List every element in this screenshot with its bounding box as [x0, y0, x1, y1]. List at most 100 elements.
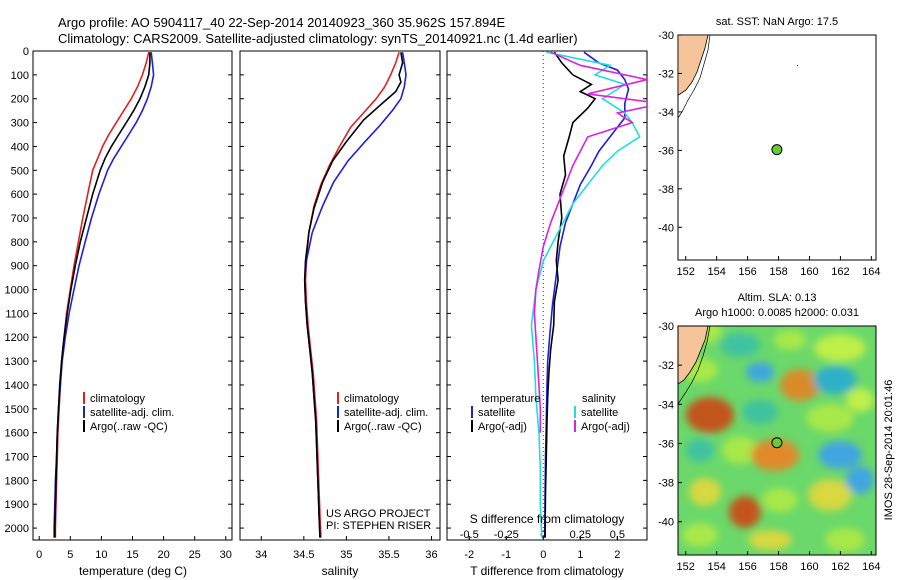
sla-anomaly-patch	[686, 397, 734, 433]
sla-anomaly-patch	[686, 438, 714, 462]
sla-anomaly-patch	[682, 523, 718, 547]
header-line-2: Climatology: CARS2009. Satellite-adjuste…	[58, 31, 578, 46]
series-line-argo-adj-s	[533, 51, 647, 433]
legend-label: Argo(-adj)	[581, 421, 630, 433]
sla-map-axes: 152 154 156 158 160 162 164 -30 -32 -34 -36 -38 -40	[658, 321, 880, 573]
sla-anomaly-patch	[780, 369, 820, 401]
legend-label: satellite-adj. clim.	[90, 407, 174, 419]
map-x-tick-label: 160	[800, 266, 818, 278]
map-x-tick-label: 152	[677, 561, 695, 573]
x-tick-label: 2	[614, 549, 620, 561]
salinity-profiles	[303, 51, 407, 538]
x-tick-label: 5	[67, 549, 73, 561]
depth-tick-label: 1700	[5, 452, 29, 464]
map-x-tick-label: 162	[831, 266, 849, 278]
temperature-axes-frame	[32, 50, 233, 541]
x-tick-label: 35	[340, 549, 352, 561]
sla-map-frame	[677, 325, 877, 556]
island-marker: ·	[796, 60, 799, 70]
legend-header-temperature: temperature	[481, 393, 540, 405]
depth-tick-label: 2000	[5, 523, 29, 535]
project-credit: US ARGO PROJECT	[326, 508, 431, 520]
sla-anomaly-patch	[720, 333, 760, 357]
legend-label: satellite-adj. clim.	[344, 407, 428, 419]
coastline-land	[678, 326, 709, 385]
series-line-satellite-s	[530, 51, 641, 538]
pi-credit: PI: STEPHEN RISER	[326, 520, 431, 532]
legend-label: climatology	[90, 393, 146, 405]
legend-label: satellite	[581, 407, 618, 419]
depth-tick-label: 1900	[5, 499, 29, 511]
x-tick-label: 36	[425, 549, 437, 561]
depth-tick-label: 1800	[5, 475, 29, 487]
legend-label: satellite	[478, 407, 515, 419]
sla-anomaly-patch	[748, 530, 792, 550]
x-tick-label: -0.25	[494, 529, 519, 541]
sla-anomaly-patch	[774, 330, 806, 350]
legend-label: Argo(-adj)	[478, 421, 527, 433]
depth-axis: 0 100 200 300 400 500 600 700 800 900 1000 1100 1200…	[5, 46, 647, 535]
legend-label: Argo(..raw -QC)	[344, 421, 422, 433]
header-line-1: Argo profile: AO 5904117_40 22-Sep-2014 …	[58, 15, 506, 30]
x-tick-label: -1	[501, 549, 511, 561]
legend-header-salinity: salinity	[582, 393, 616, 405]
map-y-tick-label: -32	[658, 360, 674, 372]
x-tick-label: 0	[540, 549, 546, 561]
depth-tick-label: 1500	[5, 404, 29, 416]
depth-tick-label: 1100	[5, 308, 29, 320]
depth-tick-label: 300	[11, 118, 29, 130]
map-x-tick-label: 164	[862, 266, 880, 278]
depth-tick-label: 1600	[5, 428, 29, 440]
series-line-climatology	[304, 51, 400, 538]
depth-tick-label: 1000	[5, 285, 29, 297]
sla-anomaly-patch	[762, 488, 798, 512]
sla-anomaly-patch	[722, 436, 758, 464]
salinity-axes-frame	[239, 50, 441, 541]
x-tick-label: 34	[255, 549, 267, 561]
series-line-argo-raw-qc-	[53, 52, 151, 538]
salinity-x-axis: 34 34.5 35 35.5 36	[255, 536, 438, 561]
sla-map-subtitle: Argo h1000: 0.0085 h2000: 0.031	[695, 307, 859, 319]
depth-tick-label: 200	[11, 94, 29, 106]
legend-label: climatology	[344, 393, 400, 405]
series-line-satellite	[543, 51, 630, 538]
sla-anomaly-patch	[846, 466, 874, 494]
t-difference-xlabel: T difference from climatology	[470, 564, 624, 578]
map-x-tick-label: 156	[738, 561, 756, 573]
map-x-tick-label: 158	[769, 561, 787, 573]
s-difference-xlabel: S difference from climatology	[470, 512, 625, 526]
map-x-tick-label: 160	[800, 561, 818, 573]
x-tick-label: 15	[126, 549, 138, 561]
sla-anomaly-patch	[689, 478, 721, 506]
x-tick-label: -2	[464, 549, 474, 561]
sla-anomaly-patch	[818, 441, 862, 469]
salinity-xlabel: salinity	[322, 564, 359, 578]
coastline-contour	[678, 35, 711, 119]
depth-tick-label: 1200	[5, 332, 29, 344]
x-tick-label: 10	[95, 549, 107, 561]
map-x-tick-label: 152	[677, 266, 695, 278]
series-line-argo-raw-qc-	[303, 52, 404, 538]
x-tick-label: -0.5	[460, 529, 479, 541]
sla-anomaly-patch	[729, 496, 761, 528]
map-y-tick-label: -38	[658, 184, 674, 196]
x-tick-label: 0.5	[610, 529, 625, 541]
argo-float-marker	[771, 144, 783, 156]
sla-anomaly-patch	[751, 439, 799, 471]
x-tick-label: 0.25	[570, 529, 591, 541]
sla-heatmap	[678, 326, 876, 555]
temperature-x-axis: 0 5 10 15 20 25 30	[36, 536, 232, 561]
map-x-tick-label: 158	[769, 266, 787, 278]
depth-tick-label: 0	[23, 46, 29, 58]
depth-tick-label: 600	[11, 189, 29, 201]
x-tick-label: 30	[220, 549, 232, 561]
map-y-tick-label: -34	[658, 107, 674, 119]
map-y-tick-label: -38	[658, 478, 674, 490]
map-x-tick-label: 156	[738, 266, 756, 278]
depth-tick-label: 400	[11, 141, 29, 153]
argo-float-marker	[771, 437, 783, 449]
depth-tick-label: 900	[11, 261, 29, 273]
temperature-profiles	[53, 52, 155, 538]
map-x-tick-label: 162	[831, 561, 849, 573]
